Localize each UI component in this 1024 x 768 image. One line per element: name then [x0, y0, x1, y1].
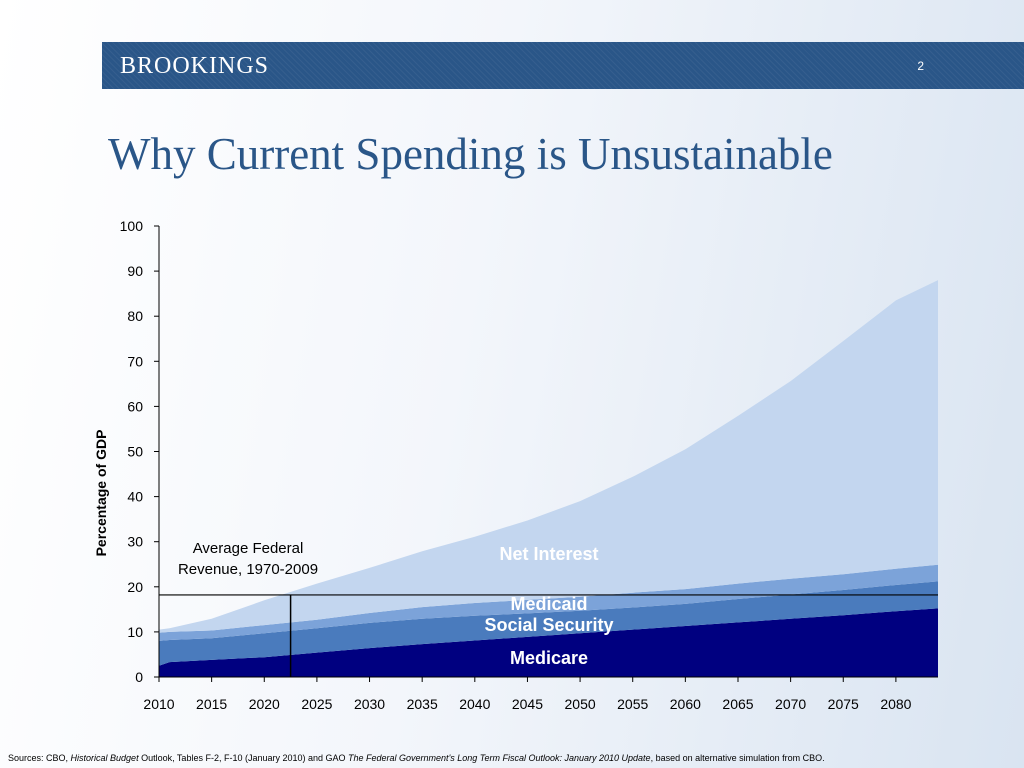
x-tick-label: 2045 — [512, 696, 543, 712]
x-tick-label: 2015 — [196, 696, 227, 712]
y-tick-label: 70 — [127, 353, 143, 369]
footer-source1-rest: Outlook, Tables F-2, F-10 (January 2010)… — [138, 753, 349, 763]
y-tick-label: 40 — [127, 489, 143, 505]
x-tick-label: 2070 — [775, 696, 806, 712]
area-medicare — [159, 608, 938, 677]
y-tick-label: 100 — [120, 218, 144, 234]
area-social-security — [159, 581, 938, 666]
x-tick-label: 2065 — [722, 696, 753, 712]
y-tick-label: 80 — [127, 308, 143, 324]
reference-label-line2: Revenue, 1970-2009 — [178, 561, 318, 578]
x-tick-label: 2060 — [670, 696, 701, 712]
y-tick-label: 50 — [127, 444, 143, 460]
footer-source2-title: The Federal Government's Long Term Fisca… — [348, 753, 651, 763]
x-tick-label: 2055 — [617, 696, 648, 712]
reference-label-line1: Average Federal — [193, 540, 304, 557]
x-tick-label: 2030 — [354, 696, 385, 712]
header-banner: BROOKINGS 2 — [102, 42, 1024, 89]
y-tick-label: 20 — [127, 579, 143, 595]
x-tick-label: 2035 — [407, 696, 438, 712]
page-number: 2 — [917, 59, 924, 73]
slide-title: Why Current Spending is Unsustainable — [108, 129, 833, 179]
x-tick-label: 2025 — [301, 696, 332, 712]
y-axis-label: Percentage of GDP — [93, 430, 109, 557]
sources-footer: Sources: CBO, Historical Budget Outlook,… — [8, 753, 825, 763]
series-label-medicaid: Medicaid — [510, 594, 587, 614]
footer-source1-title: Historical Budget — [70, 753, 139, 763]
footer-suffix: , based on alternative simulation from C… — [650, 753, 825, 763]
footer-prefix: Sources: CBO, — [8, 753, 71, 763]
y-tick-label: 90 — [127, 263, 143, 279]
y-tick-label: 0 — [135, 669, 143, 685]
x-tick-label: 2010 — [143, 696, 174, 712]
series-label-medicare: Medicare — [510, 648, 588, 668]
x-tick-label: 2020 — [249, 696, 280, 712]
y-tick-label: 60 — [127, 398, 143, 414]
y-tick-label: 30 — [127, 534, 143, 550]
brookings-logo: BROOKINGS — [120, 53, 270, 79]
x-tick-label: 2050 — [565, 696, 596, 712]
area-net-interest — [159, 280, 938, 633]
series-label-social-security: Social Security — [484, 615, 613, 635]
x-tick-label: 2075 — [828, 696, 859, 712]
x-tick-label: 2080 — [880, 696, 911, 712]
series-label-net-interest: Net Interest — [499, 544, 598, 564]
x-tick-label: 2040 — [459, 696, 490, 712]
y-tick-label: 10 — [127, 624, 143, 640]
area-medicaid — [159, 564, 938, 641]
